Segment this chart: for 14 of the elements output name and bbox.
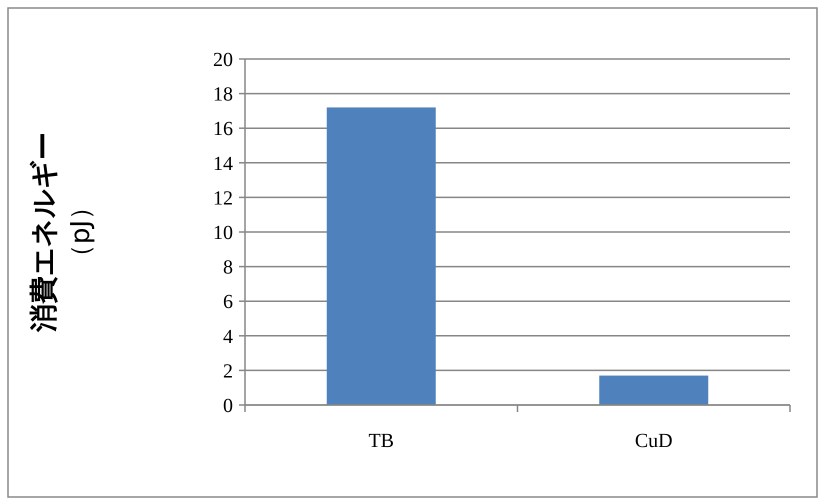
y-tick-label: 14 [213,152,233,175]
y-tick-label: 2 [223,360,233,382]
y-tick-label: 18 [213,84,233,106]
y-axis-title: 消費エネルギー（pJ） [27,132,96,333]
y-tick-label: 4 [223,326,233,348]
y-tick-label: 10 [213,222,233,244]
y-tick-label: 6 [223,291,233,314]
y-tick-label: 0 [223,395,233,417]
y-tick-label: 16 [213,118,233,140]
y-tick-label: 20 [213,49,233,71]
y-tick-label: 12 [213,187,233,210]
y-tick-label: 8 [223,256,233,279]
x-tick-label: TB [368,430,394,452]
x-tick-label: CuD [634,430,673,452]
